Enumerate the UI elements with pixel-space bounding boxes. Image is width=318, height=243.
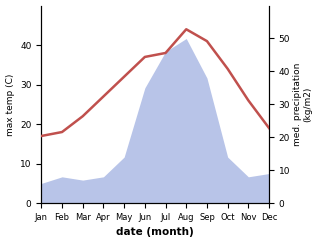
Y-axis label: med. precipitation
(kg/m2): med. precipitation (kg/m2) [293,63,313,146]
Y-axis label: max temp (C): max temp (C) [5,73,15,136]
X-axis label: date (month): date (month) [116,227,194,237]
